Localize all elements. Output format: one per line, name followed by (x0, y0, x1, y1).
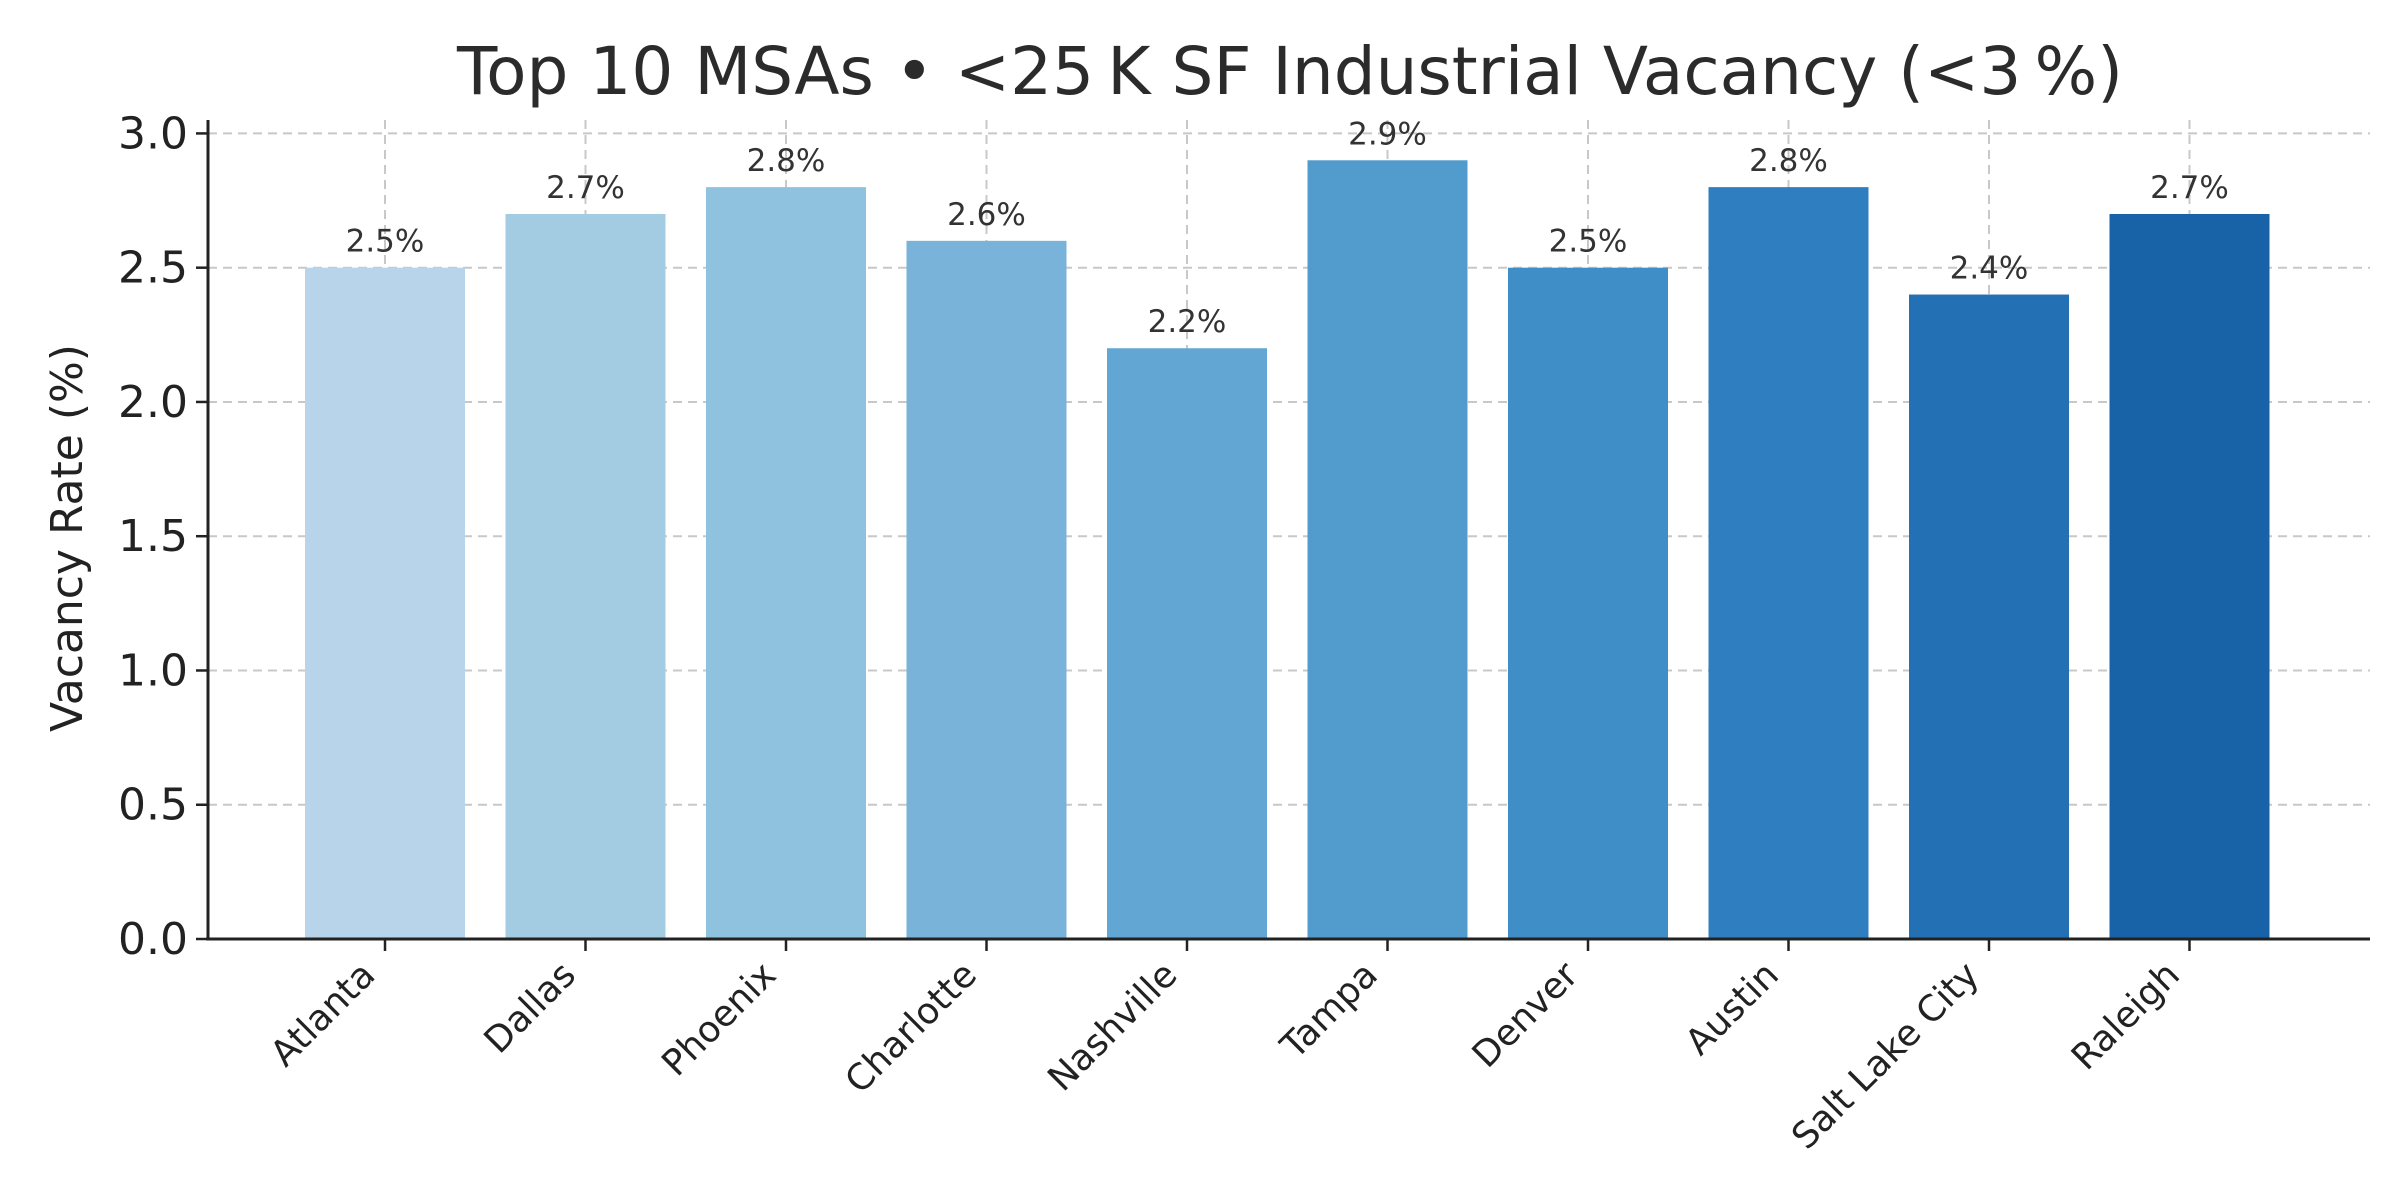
data-label: 2.4% (1950, 251, 2029, 287)
data-label: 2.9% (1348, 116, 1427, 152)
y-tick-label: 2.5 (118, 243, 188, 294)
y-tick-label: 3.0 (118, 108, 188, 159)
bars (305, 160, 2270, 939)
x-tick-label: Atlanta (263, 954, 383, 1074)
bar-atlanta (305, 267, 465, 939)
y-ticks: 0.0 0.5 1.0 1.5 2.0 2.5 3.0 (118, 108, 208, 965)
y-tick-label: 1.5 (118, 511, 188, 562)
y-tick-label: 0.0 (118, 914, 188, 965)
data-labels: 2.5% 2.7% 2.8% 2.6% 2.2% 2.9% 2.5% 2.8% 2.4% 2.7% (346, 116, 2229, 340)
bar-phoenix (706, 187, 866, 939)
bar-dallas (505, 213, 666, 939)
bar-raleigh (2109, 213, 2270, 939)
chart-title: Top 10 MSAs • <25 K SF Industrial Vacanc… (456, 33, 2123, 110)
x-tick-label: Austin (1678, 954, 1787, 1063)
bar-tampa (1307, 160, 1468, 939)
x-tick-label: Nashville (1040, 954, 1185, 1099)
bar-denver (1508, 267, 1668, 939)
data-label: 2.7% (2150, 170, 2229, 206)
y-axis-label: Vacancy Rate (%) (42, 344, 93, 732)
x-tick-label: Denver (1465, 954, 1587, 1076)
x-tick-label: Salt Lake City (1784, 954, 1987, 1157)
y-tick-label: 0.5 (118, 780, 188, 831)
bar-austin (1708, 187, 1869, 939)
x-tick-label: Charlotte (838, 954, 985, 1101)
bar-nashville (1107, 348, 1267, 939)
y-tick-label: 2.0 (118, 377, 188, 428)
bar-salt-lake-city (1909, 294, 2069, 939)
data-label: 2.5% (346, 224, 425, 260)
data-label: 2.8% (1749, 143, 1828, 179)
data-label: 2.6% (947, 197, 1026, 233)
data-label: 2.7% (546, 170, 625, 206)
data-label: 2.5% (1549, 224, 1628, 260)
x-tick-label: Raleigh (2064, 954, 2188, 1078)
data-label: 2.8% (747, 143, 826, 179)
x-tick-label: Dallas (477, 954, 584, 1061)
axes (206, 120, 2370, 941)
bar-charlotte (906, 240, 1067, 939)
x-tick-label: Tampa (1273, 954, 1386, 1067)
x-ticks: Atlanta Dallas Phoenix Charlotte Nashville Ta… (263, 939, 2191, 1158)
y-tick-label: 1.0 (118, 645, 188, 696)
x-tick-label: Phoenix (654, 954, 784, 1084)
data-label: 2.2% (1148, 304, 1227, 340)
